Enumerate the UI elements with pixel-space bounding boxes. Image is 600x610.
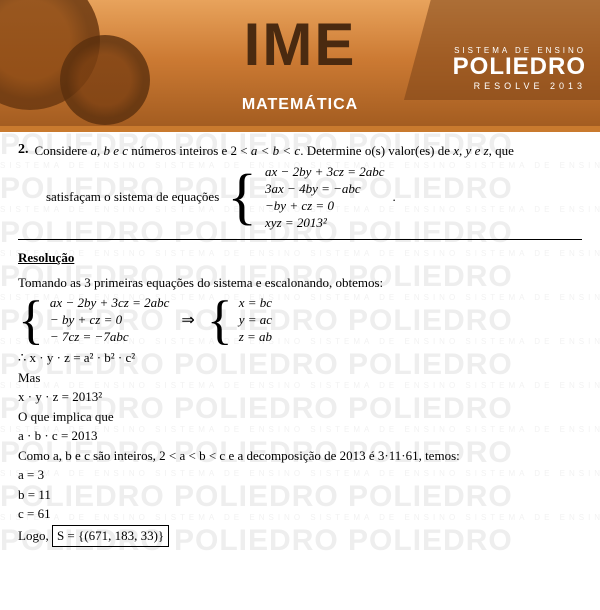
- vars: a, b e c: [90, 143, 128, 158]
- equation: −by + cz = 0: [265, 198, 384, 214]
- t: . Determine o(s) valor(es) de: [300, 143, 453, 158]
- decomposition: Como a, b e c são inteiros, 2 < a < b < …: [18, 447, 582, 465]
- equation: − 7cz = −7abc: [50, 329, 169, 345]
- logo-text: Logo,: [18, 528, 49, 543]
- equation: x = bc: [239, 295, 272, 311]
- c-value: c = 61: [18, 505, 582, 523]
- t: números inteiros e 2 <: [128, 143, 251, 158]
- left-brace-icon: {: [227, 174, 257, 221]
- equation: ax − 2by + 3cz = 2abc: [265, 164, 384, 180]
- ineq: a < b < c: [251, 143, 300, 158]
- satisfy-text: satisfaçam o sistema de equações: [46, 189, 219, 205]
- equation: xyz = 2013²: [265, 215, 384, 231]
- xyz-value: x · y · z = 2013²: [18, 388, 582, 406]
- problem-text: Considere a, b e c números inteiros e 2 …: [35, 142, 583, 160]
- left-brace-icon: {: [18, 300, 44, 341]
- period: .: [393, 189, 396, 205]
- brand-tagline: RESOLVE 2013: [453, 81, 586, 91]
- solution-intro: Tomando as 3 primeiras equações do siste…: [18, 274, 582, 292]
- implies-arrow-icon: ⇒: [175, 310, 200, 330]
- left-brace-icon: {: [207, 300, 233, 341]
- equation: − by + cz = 0: [50, 312, 169, 328]
- equation: z = ab: [239, 329, 272, 345]
- gear-icon: [60, 35, 150, 125]
- equation-system: satisfaçam o sistema de equações { ax − …: [46, 164, 582, 231]
- left-system: ax − 2by + 3cz = 2abc − by + cz = 0 − 7c…: [50, 295, 169, 345]
- b-value: b = 11: [18, 486, 582, 504]
- solution-title: Resolução: [18, 250, 582, 266]
- implies-text: O que implica que: [18, 408, 582, 426]
- brand-name: POLIEDRO: [453, 55, 586, 79]
- answer-box: S = {(671, 183, 33)}: [52, 525, 169, 547]
- reduction-row: { ax − 2by + 3cz = 2abc − by + cz = 0 − …: [18, 295, 582, 345]
- document-body: 2. Considere a, b e c números inteiros e…: [0, 132, 600, 559]
- final-line: Logo, S = {(671, 183, 33)}: [18, 525, 582, 547]
- section-divider: [18, 239, 582, 240]
- brand-block: SISTEMA DE ENSINO POLIEDRO RESOLVE 2013: [453, 46, 586, 91]
- subject-label: MATEMÁTICA: [242, 96, 358, 114]
- abc-value: a · b · c = 2013: [18, 427, 582, 445]
- t: Considere: [35, 143, 91, 158]
- therefore-line: ∴ x · y · z = a² · b² · c²: [18, 349, 582, 367]
- mas-line: Mas: [18, 369, 582, 387]
- equation: y = ac: [239, 312, 272, 328]
- document-header: IME MATEMÁTICA SISTEMA DE ENSINO POLIEDR…: [0, 0, 600, 132]
- question-number: 2.: [18, 142, 29, 158]
- equation-column: ax − 2by + 3cz = 2abc 3ax − 4by = −abc −…: [265, 164, 384, 231]
- exam-title: IME: [244, 10, 357, 79]
- equation: ax − 2by + 3cz = 2abc: [50, 295, 169, 311]
- right-system: x = bc y = ac z = ab: [239, 295, 272, 345]
- xyz: x, y e z: [453, 143, 488, 158]
- equation: 3ax − 4by = −abc: [265, 181, 384, 197]
- a-value: a = 3: [18, 466, 582, 484]
- t: , que: [489, 143, 514, 158]
- problem-statement: 2. Considere a, b e c números inteiros e…: [18, 142, 582, 160]
